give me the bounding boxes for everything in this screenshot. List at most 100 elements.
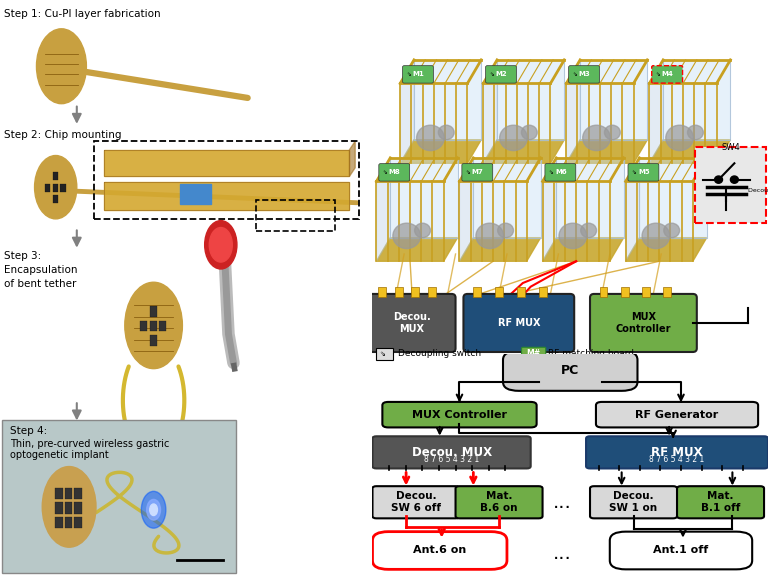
Text: Thin, pre-curved wireless gastric: Thin, pre-curved wireless gastric <box>9 439 169 449</box>
Text: 8 7 6 5 4 3 2 1: 8 7 6 5 4 3 2 1 <box>650 455 705 464</box>
FancyBboxPatch shape <box>521 347 546 361</box>
Circle shape <box>666 125 694 150</box>
Text: optogenetic implant: optogenetic implant <box>9 450 108 460</box>
Text: M4: M4 <box>661 71 674 77</box>
Text: 8 7 6 5 4 3 2 1: 8 7 6 5 4 3 2 1 <box>424 455 479 464</box>
Text: M7: M7 <box>472 169 484 175</box>
Polygon shape <box>376 158 390 262</box>
Polygon shape <box>650 140 730 164</box>
Text: ⇘: ⇘ <box>406 72 411 77</box>
FancyBboxPatch shape <box>495 287 503 297</box>
Circle shape <box>125 282 183 369</box>
Text: ⇘: ⇘ <box>549 170 554 175</box>
Bar <box>74 488 81 499</box>
Text: RF matching board: RF matching board <box>548 349 634 358</box>
Text: ⇘: ⇘ <box>489 72 494 77</box>
Bar <box>60 184 65 192</box>
Circle shape <box>604 125 621 140</box>
FancyBboxPatch shape <box>463 294 574 352</box>
FancyBboxPatch shape <box>2 420 237 573</box>
FancyBboxPatch shape <box>568 66 600 83</box>
Text: Step 1: Cu-PI layer fabrication: Step 1: Cu-PI layer fabrication <box>4 9 161 18</box>
FancyBboxPatch shape <box>590 486 677 518</box>
Text: ...: ... <box>553 493 571 512</box>
Polygon shape <box>459 238 541 262</box>
Text: ⇘: ⇘ <box>656 72 660 77</box>
Bar <box>74 502 81 514</box>
FancyBboxPatch shape <box>485 66 516 83</box>
Text: Ant.6 on: Ant.6 on <box>413 545 466 555</box>
Polygon shape <box>376 238 458 262</box>
Bar <box>150 321 157 331</box>
Circle shape <box>500 125 528 150</box>
Text: Decou. MUX: Decou. MUX <box>412 446 492 459</box>
Polygon shape <box>626 238 707 262</box>
Polygon shape <box>459 158 473 262</box>
FancyBboxPatch shape <box>695 147 766 223</box>
FancyBboxPatch shape <box>372 486 459 518</box>
Text: ⇘: ⇘ <box>466 170 471 175</box>
Circle shape <box>141 491 166 528</box>
FancyBboxPatch shape <box>586 436 768 468</box>
Text: Encapsulation: Encapsulation <box>4 265 78 275</box>
Polygon shape <box>497 60 564 140</box>
Polygon shape <box>626 158 640 262</box>
Bar <box>65 517 72 528</box>
Circle shape <box>439 125 454 140</box>
FancyBboxPatch shape <box>590 294 697 352</box>
Polygon shape <box>542 238 624 262</box>
Bar <box>52 172 58 180</box>
FancyBboxPatch shape <box>663 287 670 297</box>
Text: Mat.
B.6 on: Mat. B.6 on <box>480 491 518 513</box>
FancyBboxPatch shape <box>372 436 531 468</box>
FancyBboxPatch shape <box>428 287 436 297</box>
Bar <box>160 321 167 331</box>
Bar <box>45 184 51 192</box>
Circle shape <box>393 223 421 249</box>
FancyBboxPatch shape <box>473 287 481 297</box>
Text: Decou. Cap: Decou. Cap <box>748 188 768 193</box>
FancyBboxPatch shape <box>378 287 386 297</box>
Text: M2: M2 <box>495 71 507 77</box>
Polygon shape <box>566 60 580 164</box>
Circle shape <box>521 125 537 140</box>
FancyBboxPatch shape <box>539 287 547 297</box>
Text: ⇘: ⇘ <box>379 351 386 357</box>
Bar <box>150 335 157 346</box>
Bar <box>55 517 62 528</box>
Text: ⇘: ⇘ <box>573 72 578 77</box>
Circle shape <box>687 125 703 140</box>
Text: Mat.
B.1 off: Mat. B.1 off <box>701 491 740 513</box>
Circle shape <box>476 223 504 249</box>
Circle shape <box>642 223 670 249</box>
Bar <box>55 488 62 499</box>
FancyBboxPatch shape <box>372 532 507 569</box>
Circle shape <box>581 223 597 238</box>
Text: M3: M3 <box>578 71 591 77</box>
Polygon shape <box>542 158 556 262</box>
FancyBboxPatch shape <box>600 287 607 297</box>
Text: of bent tether: of bent tether <box>4 279 76 289</box>
Text: ⇘: ⇘ <box>632 170 637 175</box>
Text: M5: M5 <box>638 169 650 175</box>
FancyBboxPatch shape <box>379 164 409 181</box>
Text: Step 4:: Step 4: <box>9 426 47 436</box>
Text: RF MUX: RF MUX <box>498 318 540 328</box>
Text: SW4: SW4 <box>721 143 740 153</box>
Polygon shape <box>473 158 541 238</box>
FancyBboxPatch shape <box>412 287 419 297</box>
Circle shape <box>36 29 86 104</box>
Text: ...: ... <box>553 544 571 563</box>
Polygon shape <box>180 184 211 204</box>
Circle shape <box>42 467 96 547</box>
Circle shape <box>35 156 77 219</box>
Text: Step 2: Chip mounting: Step 2: Chip mounting <box>4 130 121 139</box>
Polygon shape <box>483 140 564 164</box>
Text: ⇘: ⇘ <box>382 170 387 175</box>
FancyBboxPatch shape <box>402 66 433 83</box>
Circle shape <box>150 504 157 516</box>
Circle shape <box>583 125 611 150</box>
Text: M1: M1 <box>412 71 424 77</box>
Polygon shape <box>580 60 647 140</box>
Text: Ant.1 off: Ant.1 off <box>654 545 709 555</box>
